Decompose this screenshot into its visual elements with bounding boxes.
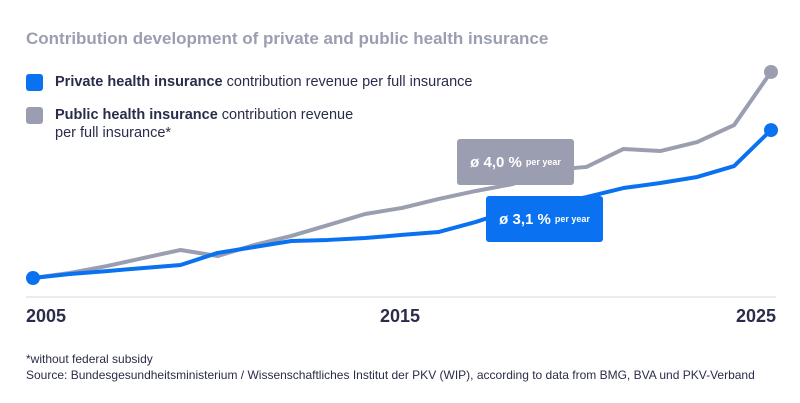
x-tick-2005: 2005 (26, 306, 66, 326)
annotation-public-growth: ø 4,0 % per year (457, 139, 574, 185)
source-note: Source: Bundesgesundheitsministerium / W… (26, 368, 755, 382)
annotation-private-unit: per year (554, 214, 590, 224)
legend-swatch-public (26, 107, 43, 124)
annotation-public-value: ø 4,0 % (470, 153, 522, 171)
annotation-private-value: ø 3,1 % (499, 210, 551, 228)
private-point-2005 (26, 271, 40, 285)
footnote: *without federal subsidy (26, 352, 153, 366)
public-point-2025 (764, 64, 778, 79)
legend-private-bold: Private health insurance (55, 74, 223, 90)
series-line-public (32, 70, 773, 280)
legend-public-rest: contribution revenue (221, 107, 354, 123)
legend-private: Private health insurance contribution re… (26, 73, 473, 91)
legend-public-bold: Public health insurance (55, 107, 218, 123)
chart-title: Contribution development of private and … (26, 29, 549, 48)
annotation-public-unit: per year (525, 157, 561, 167)
x-tick-2015: 2015 (380, 306, 420, 326)
series-line-private (32, 128, 773, 280)
legend-swatch-private (26, 74, 43, 91)
legend-private-rest: contribution revenue per full insurance (226, 74, 473, 90)
legend-public-line2: per full insurance* (55, 125, 172, 141)
legend-public: Public health insurance contribution rev… (26, 106, 353, 142)
private-point-2025 (764, 123, 778, 138)
x-tick-2025: 2025 (736, 306, 776, 326)
annotation-private-growth: ø 3,1 % per year (486, 196, 603, 242)
